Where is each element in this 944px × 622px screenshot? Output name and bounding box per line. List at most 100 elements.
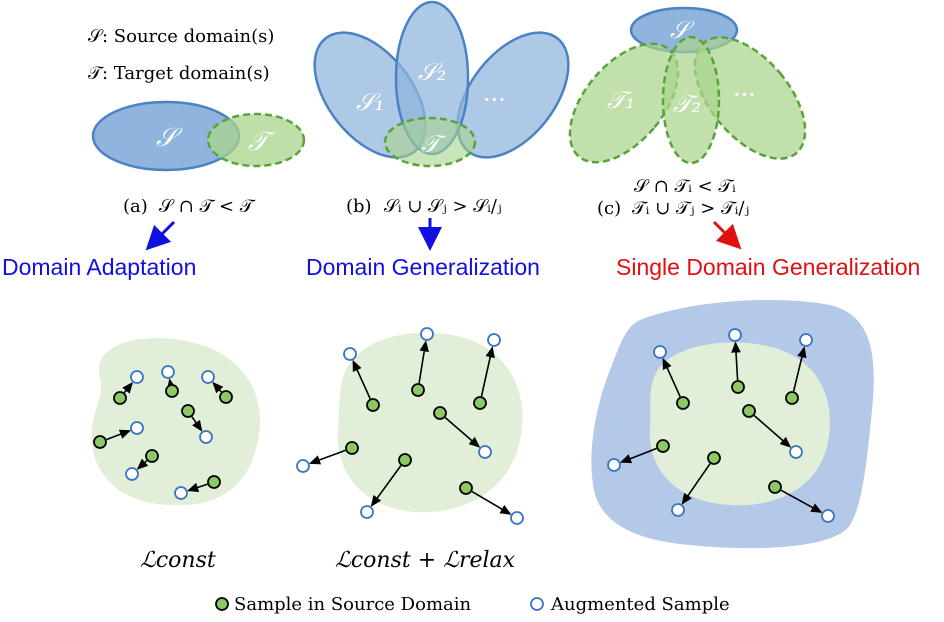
source-sample-point <box>165 384 179 398</box>
augmentation-arrow <box>106 429 132 441</box>
source-blob-left <box>91 338 261 506</box>
scatter-group-mid <box>296 327 524 525</box>
caption-c-prefix: (c) <box>597 198 621 219</box>
augmented-sample-point <box>296 459 310 473</box>
legend-source-text: : Source domain(s) <box>102 26 274 47</box>
t1-label: 𝒯₁ <box>607 86 635 114</box>
augmented-sample-point <box>174 486 188 500</box>
augmentation-arrow <box>212 381 224 394</box>
augmentation-arrow <box>780 489 823 513</box>
augmentation-arrow <box>792 346 807 392</box>
augmented-sample-point <box>728 328 742 342</box>
augmentation-arrow <box>418 340 429 384</box>
source-sample-point <box>366 398 380 412</box>
target-ellipse-a <box>206 112 306 168</box>
augmentation-arrow <box>480 346 495 397</box>
augmented-sample-point <box>125 467 139 481</box>
augmentation-arrow <box>753 414 792 448</box>
source-sample-point <box>398 453 412 467</box>
legend-augmented-label: Augmented Sample <box>550 594 730 615</box>
augmentation-arrow <box>444 416 481 448</box>
augmented-sample-point <box>360 505 374 519</box>
augmentation-arrow <box>122 381 133 394</box>
augmented-sample-point <box>161 365 175 379</box>
augmented-sample-point <box>343 347 357 361</box>
s1-label: 𝒮₁ <box>356 88 384 116</box>
augmented-sample-point <box>130 421 144 435</box>
legend-augmented-marker <box>530 597 544 611</box>
method-single-domain-generalization: Single Domain Generalization <box>616 254 920 280</box>
source-sample-point <box>145 449 159 463</box>
augmentation-arrow <box>731 341 741 381</box>
source-sample-point <box>219 390 233 404</box>
caption-b-prefix: (b) <box>346 196 372 217</box>
augmentation-arrow <box>136 458 149 470</box>
legend-sample-label: Sample in Source Domain <box>234 594 472 615</box>
panel-c-venn: 𝒮 𝒯₁ 𝒯₂ ··· <box>568 6 807 165</box>
source-sample-point <box>731 380 745 394</box>
panel-a-venn: 𝒮 𝒯 <box>91 100 306 172</box>
t2-label: 𝒯₂ <box>673 90 701 118</box>
method-domain-adaptation: Domain Adaptation <box>2 254 196 280</box>
augmentation-arrow <box>187 482 208 492</box>
legend-source-symbol: 𝒮 <box>88 26 104 47</box>
top-legend: 𝒮 : Source domain(s) 𝒯 : Target domain(s… <box>88 26 274 84</box>
augmented-sample-point <box>671 503 685 517</box>
legend-sample-marker <box>215 597 229 611</box>
augmented-sample-point <box>653 345 667 359</box>
augmented-sample-point <box>789 445 803 459</box>
panel-b-venn: 𝒮₁ 𝒮₂ ··· 𝒯 <box>313 0 570 168</box>
augmentation-arrow <box>309 449 346 465</box>
caption-c-line2: 𝒯ᵢ ∪ 𝒯ⱼ > 𝒯ᵢ/ⱼ <box>632 198 749 219</box>
dots-c: ··· <box>733 81 756 109</box>
augmented-sample-point <box>821 509 835 523</box>
augmented-sample-point <box>130 370 144 384</box>
source-sample-point <box>742 404 756 418</box>
source-blob-right <box>649 342 830 506</box>
caption-b-formula: 𝒮ᵢ ∪ 𝒮ⱼ > 𝒮ᵢ/ⱼ <box>384 196 502 217</box>
target-ellipse-b <box>383 116 477 168</box>
loss-const: ℒconst <box>140 548 216 573</box>
source-sample-point <box>676 396 690 410</box>
source-sample-point <box>459 481 473 495</box>
caption-a-formula: 𝒮 ∩ 𝒯 < 𝒯 <box>159 196 256 217</box>
source-sample-point <box>473 396 487 410</box>
scatter-group-left <box>93 365 233 500</box>
source-sample-point <box>207 475 221 489</box>
arrow-c <box>712 220 742 250</box>
legend-target-symbol: 𝒯 <box>88 63 104 84</box>
bottom-legend: Sample in Source Domain Augmented Sample <box>215 594 730 615</box>
arrow-a <box>145 220 176 251</box>
augmented-sample-point <box>420 327 434 341</box>
augmentation-arrow <box>352 359 371 399</box>
source-sample-point <box>656 439 670 453</box>
source-sample-point <box>345 441 359 455</box>
s2-label: 𝒮₂ <box>418 58 446 86</box>
target-ellipse-c2 <box>661 35 721 165</box>
augmented-sample-point <box>510 511 524 525</box>
loss-const-relax: ℒconst + ℒrelax <box>335 548 516 573</box>
augmented-sample-point <box>607 458 621 472</box>
augmented-sample-point <box>478 445 492 459</box>
augmentation-arrow <box>166 378 177 391</box>
target-ellipse-c1 <box>568 42 680 164</box>
method-domain-generalization: Domain Generalization <box>306 254 540 280</box>
augmentation-arrow <box>619 447 657 464</box>
source-sample-point <box>181 404 195 418</box>
augmented-sample-point <box>487 333 501 347</box>
augmentation-arrow <box>471 490 512 515</box>
source-sample-point <box>433 406 447 420</box>
caption-a-prefix: (a) <box>123 196 148 217</box>
augmentation-arrow <box>370 465 402 507</box>
caption-c-line1: 𝒮 ∩ 𝒯ᵢ < 𝒯ᵢ <box>634 176 736 197</box>
source-sample-point <box>411 383 425 397</box>
source-sample-point <box>785 391 799 405</box>
augmented-sample-point <box>799 333 813 347</box>
source-sample-point <box>113 391 127 405</box>
augmented-sample-point <box>199 430 213 444</box>
source-sample-point <box>707 451 721 465</box>
augmented-sample-point <box>201 370 215 384</box>
augmentation-arrow <box>662 357 681 397</box>
source-sample-point <box>768 480 782 494</box>
